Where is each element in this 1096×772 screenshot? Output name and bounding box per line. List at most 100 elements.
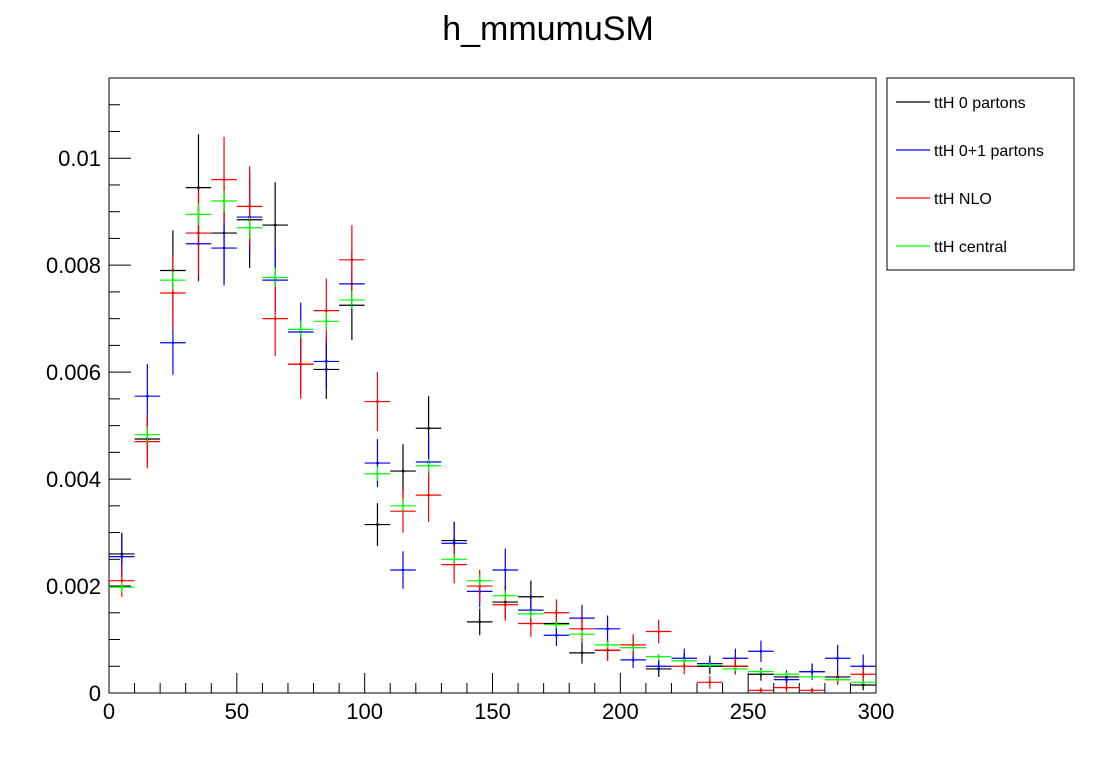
data-series <box>109 134 876 693</box>
x-tick-label: 0 <box>103 699 115 724</box>
point-marker <box>248 204 252 208</box>
point-marker <box>350 258 354 262</box>
point-marker <box>427 464 430 468</box>
y-tick-label: 0.008 <box>46 253 101 278</box>
data-point <box>185 190 212 276</box>
y-tick-label: 0.004 <box>46 467 101 492</box>
data-point <box>697 662 723 668</box>
point-marker <box>529 612 533 616</box>
data-point <box>211 210 237 286</box>
data-point <box>594 615 621 643</box>
point-marker <box>197 212 200 216</box>
point-marker <box>657 664 661 668</box>
data-point <box>262 267 288 288</box>
data-point <box>313 278 340 343</box>
point-marker <box>708 663 712 667</box>
data-point <box>748 640 774 662</box>
point-marker <box>120 579 124 583</box>
point-marker <box>555 633 558 637</box>
legend-label: ttH central <box>934 239 1007 256</box>
point-marker <box>171 278 175 282</box>
point-marker <box>836 678 840 682</box>
point-marker <box>273 276 277 279</box>
data-point <box>364 503 391 546</box>
data-point <box>569 630 595 638</box>
data-point <box>518 609 544 619</box>
data-point <box>722 658 749 675</box>
point-marker <box>248 226 252 230</box>
data-point <box>824 644 851 672</box>
data-point <box>799 675 825 679</box>
axes: 0 50 100 150 200 250 300 0 0.002 0.004 0.006 0.008 0… <box>46 77 895 724</box>
data-point <box>697 675 723 689</box>
data-point <box>645 659 672 673</box>
point-marker <box>350 298 354 302</box>
point-marker <box>503 568 507 572</box>
legend-box <box>886 77 1075 271</box>
point-marker <box>478 579 482 583</box>
legend-entry: ttH NLO <box>896 191 992 208</box>
data-point <box>313 312 340 330</box>
x-tick-label: 250 <box>730 699 767 724</box>
x-tick-label: 300 <box>858 699 895 724</box>
legend-entry: ttH central <box>896 239 1007 256</box>
point-marker <box>606 643 609 647</box>
point-marker <box>299 362 303 366</box>
data-point <box>441 553 467 565</box>
point-marker <box>606 648 609 652</box>
point-marker <box>631 646 635 649</box>
legend-entry: ttH 0+1 partons <box>896 143 1044 160</box>
point-marker <box>555 623 558 626</box>
point-marker <box>759 670 763 674</box>
legend-label: ttH NLO <box>934 191 992 208</box>
x-tick-label: 200 <box>602 699 639 724</box>
point-marker <box>555 611 558 615</box>
point-marker <box>529 622 533 625</box>
legend-label: ttH 0 partons <box>934 95 1026 112</box>
data-point <box>850 667 876 681</box>
point-marker <box>861 680 865 684</box>
point-marker <box>657 655 661 659</box>
point-marker <box>222 178 226 182</box>
data-point <box>415 458 442 473</box>
point-marker <box>452 557 456 561</box>
data-point <box>390 444 416 498</box>
data-point <box>569 642 595 664</box>
point-marker <box>631 658 635 662</box>
data-point <box>645 619 672 644</box>
data-point <box>824 678 851 682</box>
point-marker <box>401 568 405 572</box>
y-tick-label: 0.002 <box>46 574 101 599</box>
point-marker <box>171 291 175 295</box>
point-marker <box>299 327 303 331</box>
series-3 <box>109 136 876 693</box>
data-point <box>134 426 161 443</box>
point-marker <box>197 186 200 190</box>
data-point <box>109 581 135 593</box>
data-point <box>671 658 698 664</box>
point-marker <box>503 603 507 607</box>
data-point <box>645 653 672 660</box>
data-point <box>211 190 237 212</box>
point-marker <box>810 688 814 692</box>
point-marker <box>580 632 584 636</box>
point-marker <box>197 231 200 235</box>
data-point <box>850 680 876 684</box>
point-marker <box>657 630 661 633</box>
data-point <box>364 372 391 431</box>
point-marker <box>733 667 737 671</box>
point-marker <box>376 523 379 526</box>
point-marker <box>785 672 788 676</box>
data-point <box>364 466 391 481</box>
point-marker <box>580 651 584 655</box>
point-marker <box>401 504 405 508</box>
series-4 <box>109 190 876 684</box>
data-point <box>415 468 442 522</box>
data-point <box>773 672 800 677</box>
legend-entry: ttH 0 partons <box>896 95 1026 112</box>
y-tick-label: 0.006 <box>46 360 101 385</box>
data-point <box>543 620 570 629</box>
point-marker <box>120 555 124 559</box>
point-marker <box>324 319 328 323</box>
point-marker <box>376 461 379 465</box>
